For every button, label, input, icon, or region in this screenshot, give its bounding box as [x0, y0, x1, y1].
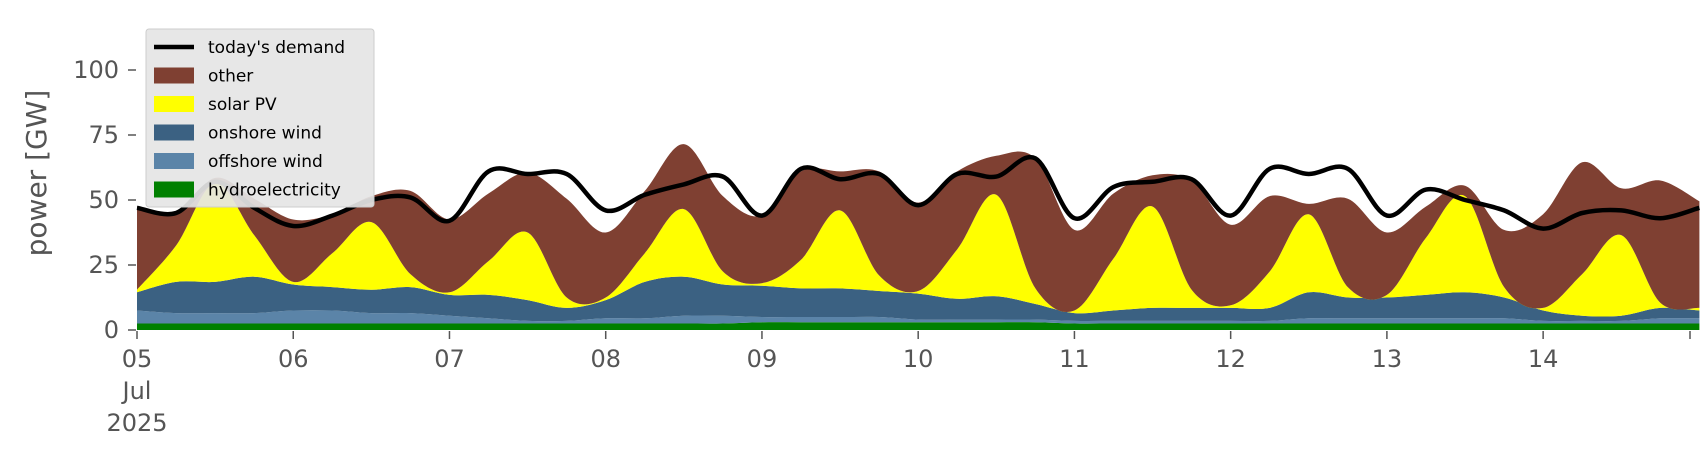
plot-area: [136, 144, 1701, 330]
axes: 0 25 50 75 100 05 06 07 08 09 10 11 12 13 14 Jul 2025: [73, 56, 1691, 437]
legend-label: other: [208, 67, 253, 87]
x-tick-sublabel: Jul: [121, 377, 152, 405]
demand-line: [136, 154, 1701, 231]
area-onshore-wind: [137, 276, 1700, 322]
x-tick-label: 14: [1528, 345, 1559, 373]
legend-swatch-solar-pv: [154, 96, 194, 112]
legend-swatch-hydroelectricity: [154, 181, 194, 198]
legend-label: hydroelectricity: [208, 181, 341, 201]
x-tick-label: 08: [590, 345, 621, 373]
legend-label: solar PV: [208, 95, 277, 115]
y-tick-label: 100: [73, 56, 119, 84]
legend-label: onshore wind: [208, 124, 322, 144]
legend-box: [145, 28, 375, 208]
x-tick-label: 06: [278, 345, 309, 373]
x-tick-label: 13: [1372, 345, 1403, 373]
x-tick-label: 07: [434, 345, 465, 373]
y-tick-label: 50: [88, 186, 119, 214]
area-solar-pv: [137, 183, 1700, 317]
x-tick-label: 11: [1059, 345, 1090, 373]
y-tick-label: 0: [104, 316, 119, 344]
x-tick-label: 09: [747, 345, 778, 373]
legend: today's demand other solar PV onshore wind o…: [145, 28, 375, 208]
legend-label: offshore wind: [208, 152, 323, 172]
x-tick-sublabel: 2025: [106, 409, 167, 437]
y-tick-label: 25: [88, 251, 119, 279]
legend-swatch-onshore-wind: [154, 124, 194, 141]
y-tick-label: 75: [88, 121, 119, 149]
area-offshore-wind: [137, 310, 1700, 324]
legend-swatch-other: [154, 67, 194, 84]
area-hydroelectricity: [137, 322, 1700, 330]
legend-label: today's demand: [208, 38, 345, 58]
x-tick-label: 10: [903, 345, 934, 373]
y-axis-label: power [GW]: [20, 90, 53, 257]
legend-swatch-offshore-wind: [154, 153, 194, 169]
x-tick-label: 05: [122, 345, 153, 373]
x-tick-label: 12: [1215, 345, 1246, 373]
area-other: [137, 144, 1700, 312]
